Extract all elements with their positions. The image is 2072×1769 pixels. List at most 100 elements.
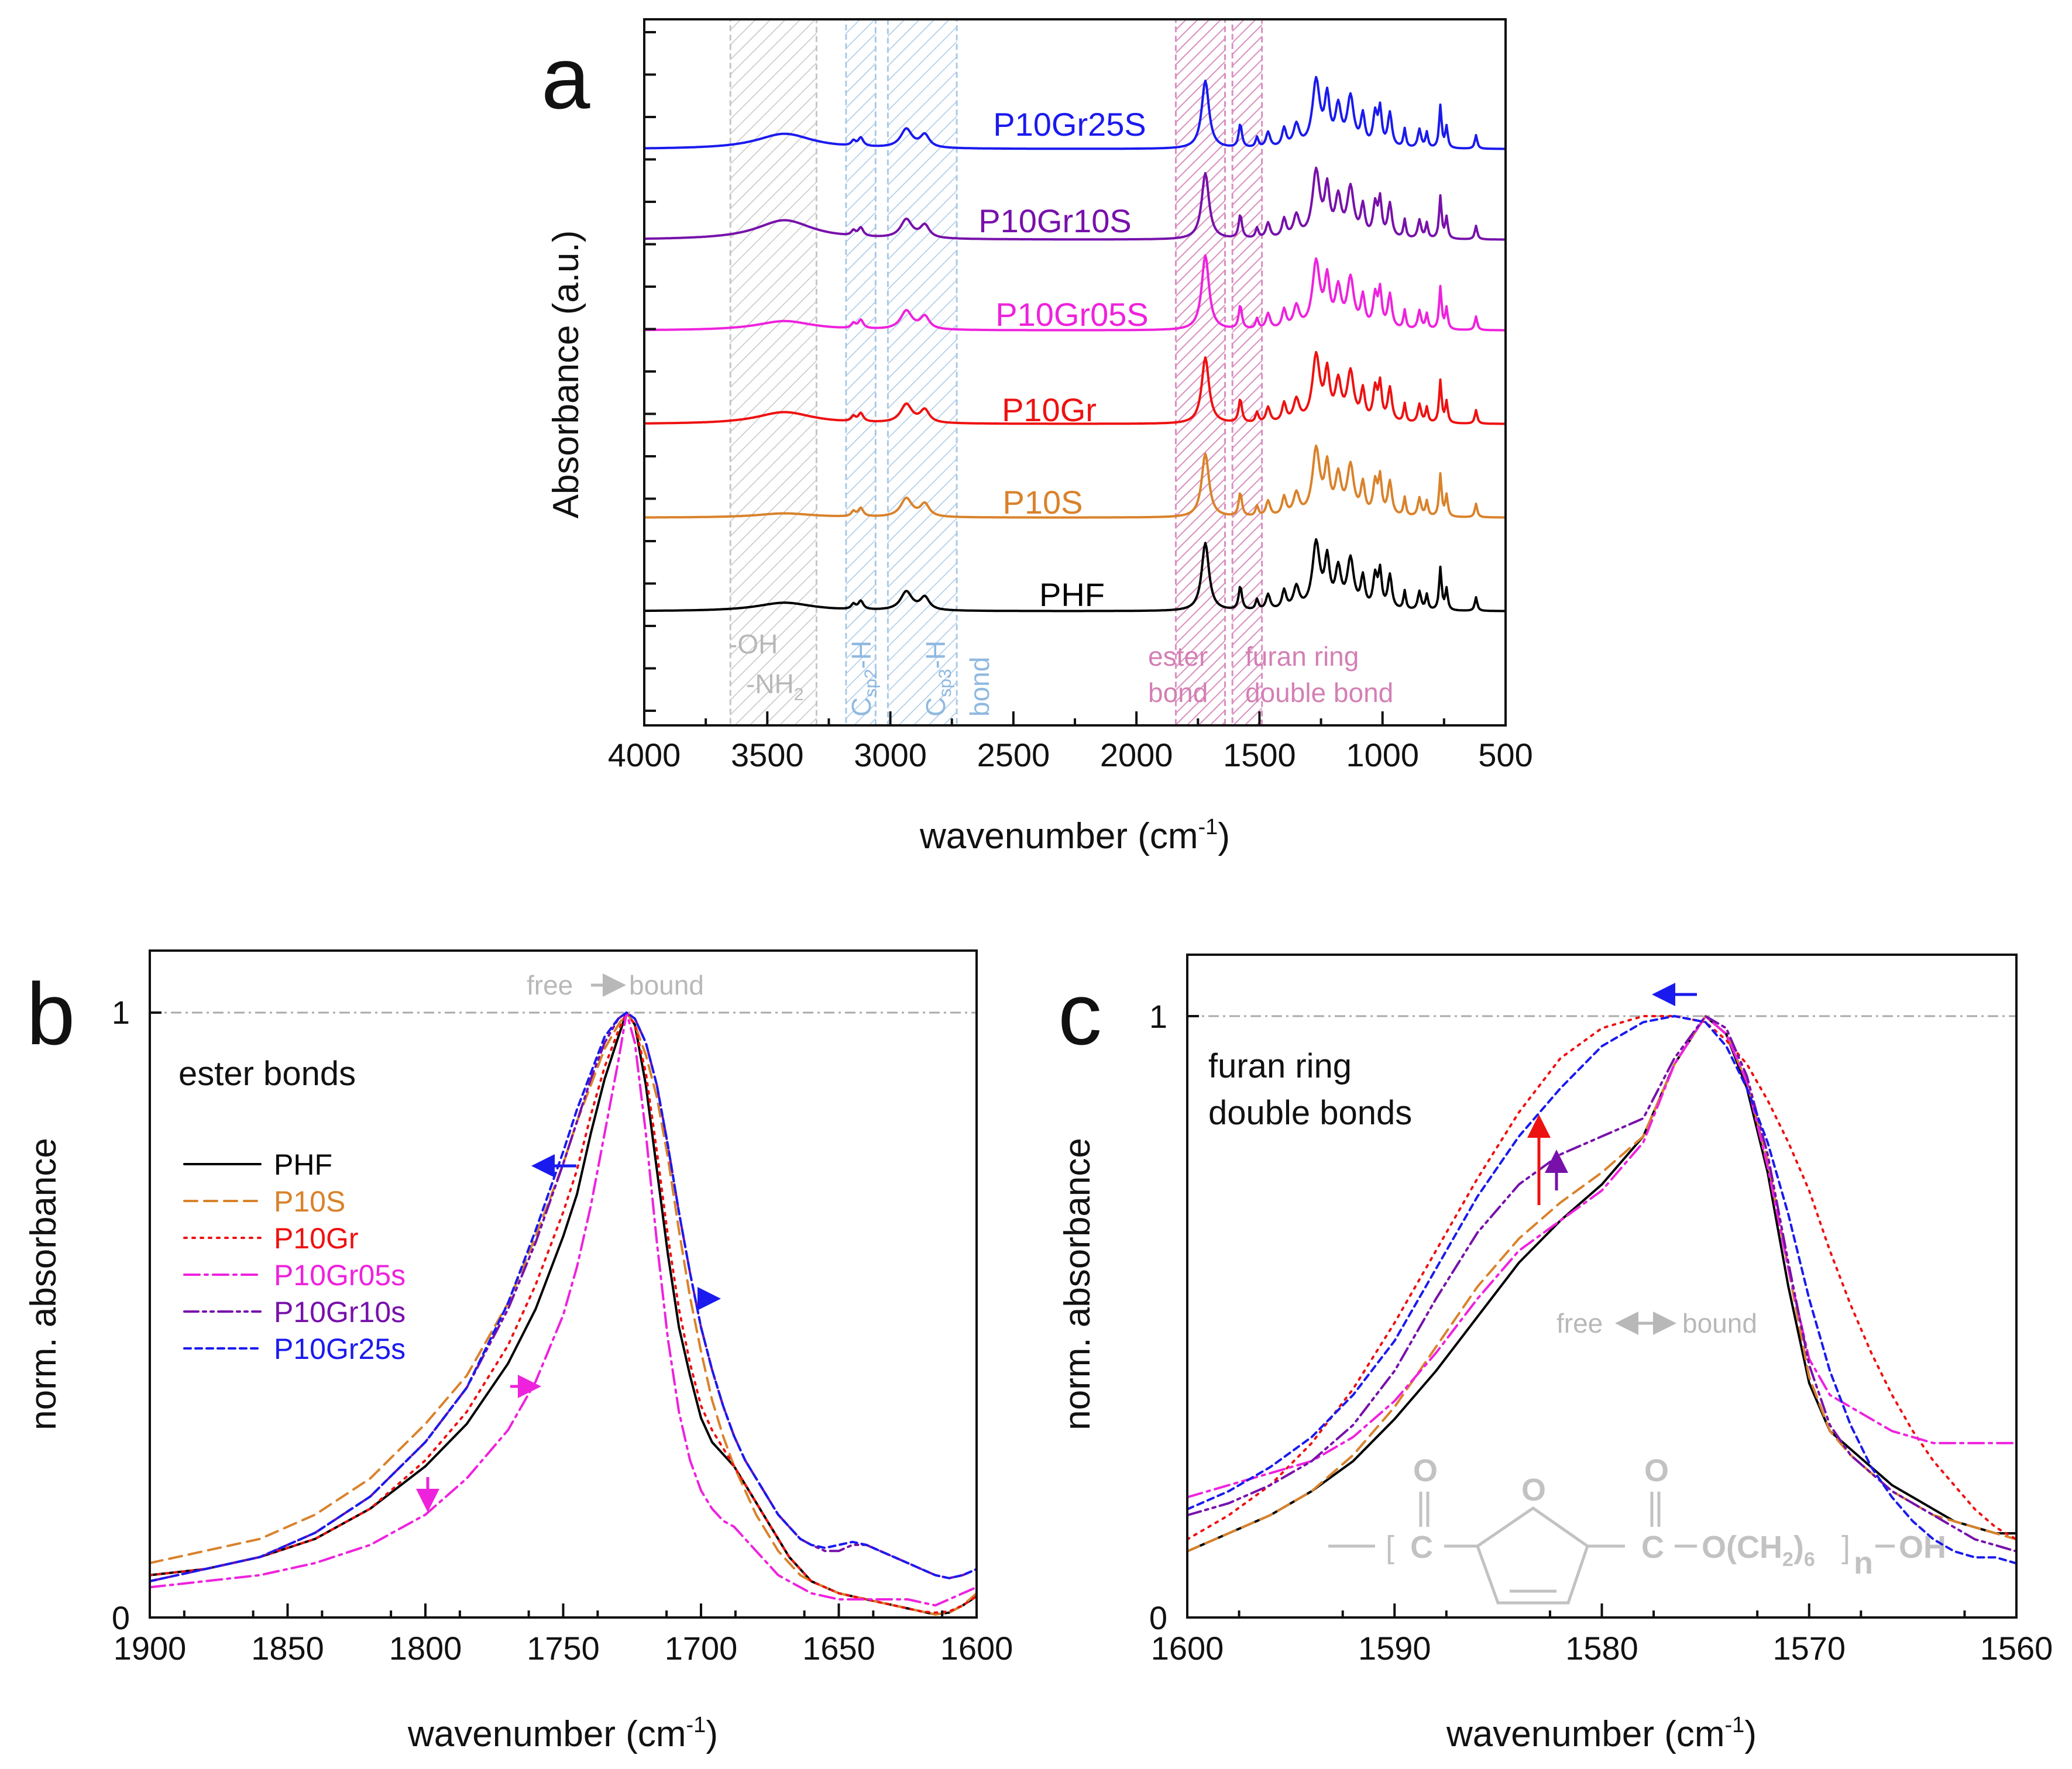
annot-ester-2: bond [1148,677,1208,708]
a-label-P10Gr25S: P10Gr25S [993,106,1146,143]
b-legend: PHF P10S P10Gr P10Gr05s P10Gr10s P10Gr25s [183,1148,406,1365]
a-y-ticks [644,31,656,712]
legend-label-P10S: P10S [274,1185,345,1218]
c-annot-free: free [1556,1308,1603,1338]
b-subtitle: ester bonds [178,1055,356,1093]
a-x-axis-title: wavenumber (cm-1) [919,815,1230,856]
b-ticks-label: 1750 [527,1630,600,1667]
c-y-tick-1: 1 [1149,998,1167,1035]
b-curves-P10Gr05s [149,1011,978,1607]
c-y-axis-title: norm. absorbance [1057,1138,1098,1430]
b-ticks-label: 1700 [665,1630,738,1667]
c-ticks-label: 1600 [1151,1630,1224,1667]
c-curves-P10Gr [1186,1015,2018,1541]
panel-letter-c: c [1058,965,1102,1063]
b-x-axis-title: wavenumber (cm-1) [407,1713,718,1754]
a-band-4 [1231,18,1263,727]
svg-text:C: C [1410,1530,1433,1565]
a-label-P10Gr: P10Gr [1002,391,1097,428]
b-annot-bound: bound [629,970,704,1000]
svg-text:n: n [1854,1546,1873,1581]
annot-ester-1: ester [1148,641,1208,672]
c-spectra [1186,1015,2018,1565]
b-y-axis-title: norm. absorbance [23,1138,64,1430]
b-annot-free: free [527,970,573,1000]
a-x-tick-label: 3500 [731,736,804,773]
c-x-ticks: 1600 1590 1580 1570 1560 [1151,1603,2053,1667]
b-x-ticks: 1900 1850 1800 1750 1700 1650 1600 [114,1603,1013,1667]
a-label-PHF: PHF [1039,576,1105,613]
b-y-tick-1: 1 [112,994,130,1031]
legend-label-P10Gr25s: P10Gr25s [274,1333,406,1365]
svg-text:C: C [1641,1530,1664,1565]
c-ticks-label: 1580 [1565,1630,1638,1667]
c-x-axis-title: wavenumber (cm-1) [1446,1713,1757,1754]
a-spectrum-P10S [643,444,1507,519]
c-curves-P10S [1186,1015,2018,1553]
annot-nh: -NH2 [746,669,803,704]
a-x-tick-label: 2000 [1100,736,1173,773]
b-curves-P10Gr [149,1011,978,1614]
a-band-0 [729,18,817,727]
a-spectrum-P10Gr25S [643,75,1507,150]
panel-b: b 1900 1850 1800 1750 1700 1650 1600 1 0 free … [23,949,1013,1754]
svg-text:O: O [1644,1453,1669,1488]
b-ticks-label: 1650 [802,1630,875,1667]
a-x-tick-label: 3000 [854,736,927,773]
svg-text:[: [ [1386,1530,1394,1565]
c-curves-P10Gr25s [1186,1015,2018,1565]
c-ticks-label: 1590 [1358,1630,1431,1667]
svg-text:O: O [1413,1453,1438,1488]
legend-label-P10Gr: P10Gr [274,1222,359,1255]
panel-c: c [ C O O C O O(CH2)6 ] n OH [1057,954,2053,1754]
legend-label-P10Gr05s: P10Gr05s [274,1259,406,1292]
legend-label-PHF: PHF [274,1148,332,1181]
c-curves-P10Gr10s [1186,1015,2018,1553]
panel-letter-a: a [541,29,590,127]
a-band-1 [845,18,877,727]
annot-bond: bond [964,657,995,717]
a-x-tick-label: 500 [1478,736,1532,773]
panel-letter-b: b [26,965,75,1063]
b-ticks-label: 1800 [389,1630,462,1667]
a-x-ticks: 4000 3500 3000 2500 2000 1500 1000 500 [608,711,1533,773]
svg-text:OH: OH [1899,1530,1946,1565]
b-y-tick-0: 0 [112,1599,130,1636]
b-curves-P10Gr25s [149,1011,978,1582]
c-y-tick-0: 0 [1149,1599,1167,1636]
svg-text:O: O [1521,1472,1546,1508]
a-band-2 [886,18,958,727]
a-x-tick-label: 1000 [1346,736,1419,773]
annot-furan-1: furan ring [1245,641,1359,672]
svg-text:]: ] [1841,1530,1850,1565]
b-ticks-label: 1900 [114,1630,187,1667]
c-ticks-label: 1570 [1772,1630,1846,1667]
c-subtitle-2: double bonds [1208,1094,1412,1132]
a-label-P10Gr10S: P10Gr10S [978,202,1132,239]
annot-csp3-h: Csp3-H [920,641,955,717]
a-x-tick-label: 1500 [1223,736,1296,773]
annot-furan-2: double bond [1245,677,1393,708]
a-spectrum-P10Gr [643,350,1507,425]
b-spectra [149,1011,978,1616]
a-spectrum-P10Gr05S [643,254,1507,332]
a-spectra [643,75,1507,612]
c-annot-bound: bound [1682,1308,1757,1338]
a-label-P10S: P10S [1003,484,1083,521]
c-curves-P10Gr05s [1186,1015,2018,1499]
c-structure-diagram [1328,1492,1697,1605]
a-band-annotations: -OH -NH2 Csp2-H Csp3-H bond ester bond f… [729,629,1393,717]
panel-a: a 4000 3500 3000 2500 2000 1500 1000 500 PHF P10… [541,18,1533,856]
c-subtitle-1: furan ring [1208,1047,1352,1085]
a-x-tick-label: 4000 [608,736,681,773]
c-structure-text: [ C O O C O O(CH2)6 ] n OH [1386,1453,1946,1581]
a-x-tick-label: 2500 [977,736,1050,773]
legend-label-P10Gr10s: P10Gr10s [274,1296,406,1329]
b-ticks-label: 1850 [251,1630,324,1667]
a-spectrum-P10Gr10S [643,166,1507,241]
c-structure-tail: O(CH2)6 [1702,1530,1815,1571]
a-series-labels: PHF P10S P10Gr P10Gr05S P10Gr10S P10Gr25S [978,106,1149,613]
b-curves-P10Gr10s [149,1011,978,1582]
a-label-P10Gr05S: P10Gr05S [995,296,1149,333]
